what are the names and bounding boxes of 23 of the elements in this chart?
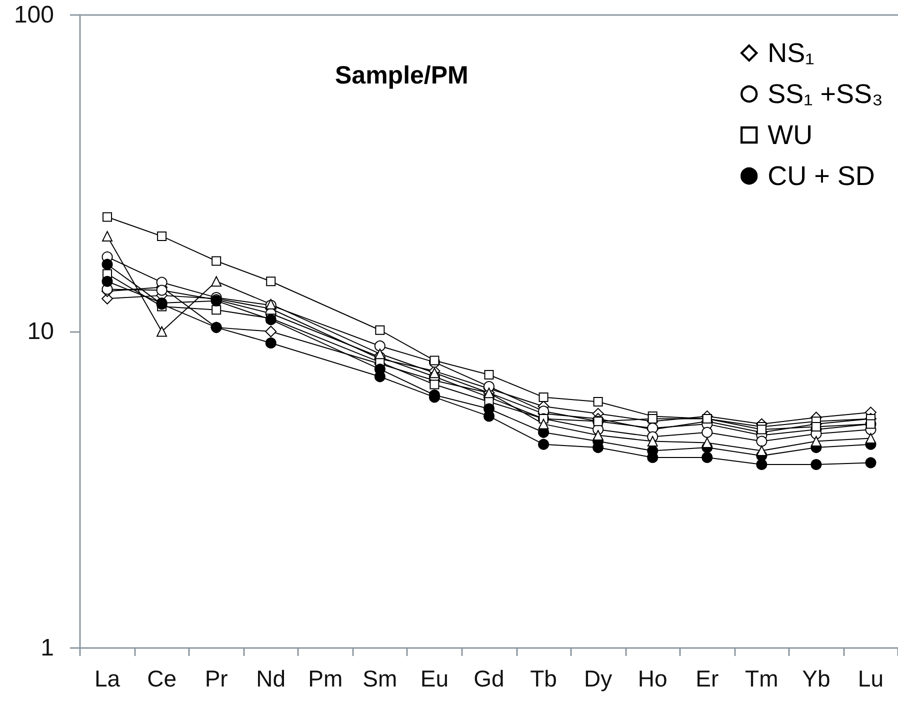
x-tick-label: Ce: [147, 666, 177, 692]
x-tick-label: Yb: [802, 666, 830, 692]
x-tick-label: Tm: [745, 666, 778, 692]
legend-label: SS₁ +SS₃: [768, 79, 884, 109]
x-tick-label: La: [94, 666, 120, 692]
x-tick-label: Gd: [474, 666, 504, 692]
x-tick-label: Er: [696, 666, 719, 692]
x-tick-label: Pr: [204, 666, 228, 692]
x-tick-label: Tb: [530, 666, 557, 692]
x-tick-label: Lu: [858, 666, 884, 692]
legend-label: WU: [768, 120, 813, 150]
legend-label: CU + SD: [768, 161, 875, 191]
y-tick-label: 1: [40, 634, 54, 662]
x-tick-label: Sm: [362, 666, 398, 692]
x-tick-label: Ho: [638, 666, 668, 692]
legend-label: NS₁: [768, 38, 814, 68]
x-tick-label: Eu: [420, 666, 449, 692]
text: Sample/PM: [335, 62, 468, 90]
x-tick-label: Pm: [308, 666, 343, 692]
x-tick-label: Dy: [584, 666, 613, 692]
y-tick-label: 10: [27, 318, 54, 345]
x-tick-label: Nd: [256, 666, 286, 692]
y-tick-label: 100: [14, 2, 54, 28]
